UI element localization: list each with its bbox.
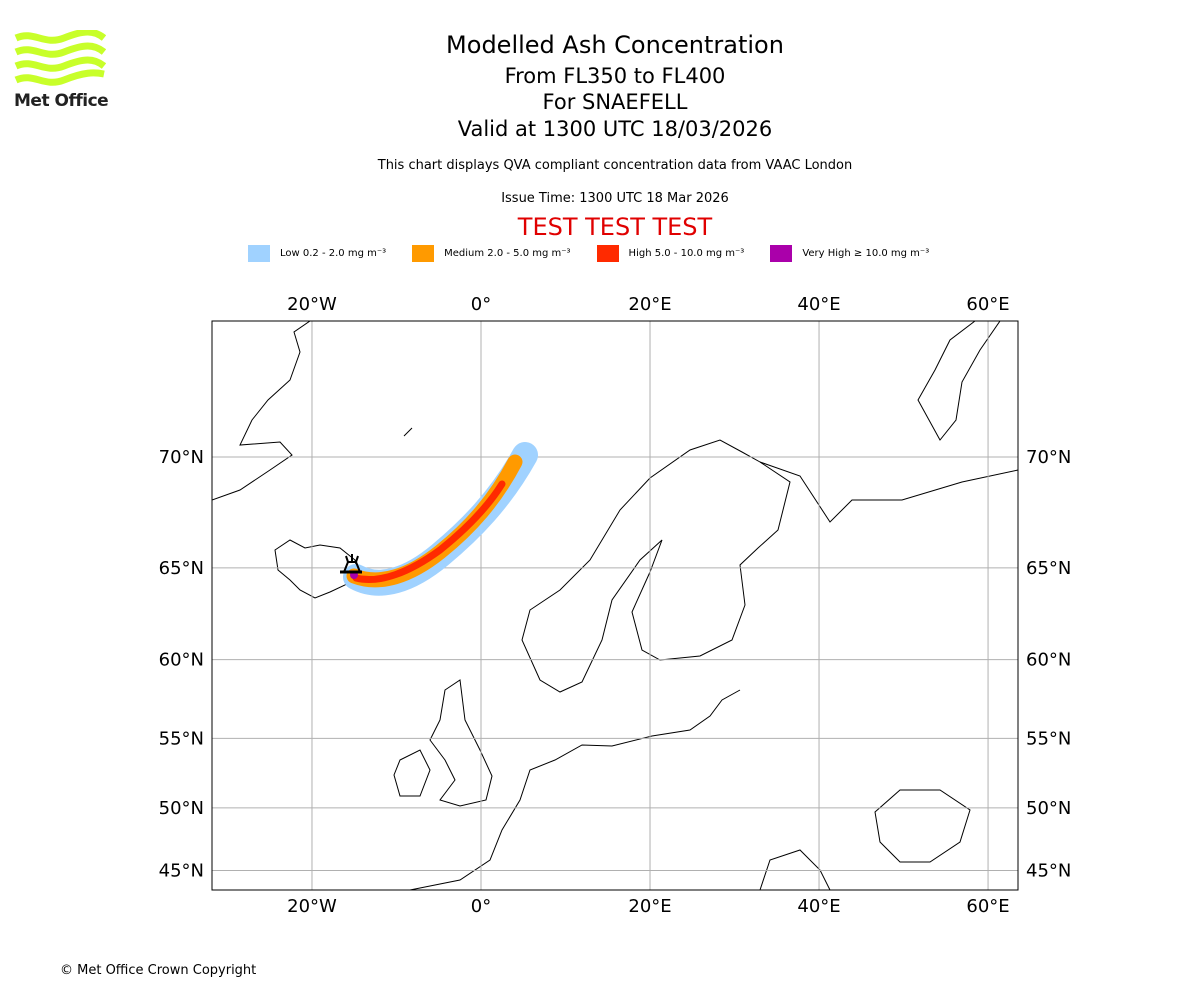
valid-time: Valid at 1300 UTC 18/03/2026 [457, 117, 773, 141]
axis-labels: 20°W 20°W 0° 0° 20°E 20°E 40°E 40°E 60°E 60°E 70°N… [159, 294, 1072, 917]
met-office-waves-icon [14, 28, 107, 86]
flight-level-range: From FL350 to FL400 [504, 64, 726, 88]
legend-swatch [412, 245, 435, 262]
lon-label-top: 40°E [797, 294, 840, 315]
lat-label-right: 55°N [1026, 728, 1071, 749]
ash-plume [343, 442, 538, 596]
lat-label-right: 65°N [1026, 558, 1071, 579]
legend-label: Low 0.2 - 2.0 mg m⁻³ [280, 248, 387, 259]
lat-label-left: 70°N [159, 447, 204, 468]
lon-label-bottom: 0° [471, 896, 491, 917]
russia-arctic-coast [759, 461, 1018, 523]
lat-label-right: 70°N [1026, 447, 1071, 468]
gridlines [212, 321, 1018, 890]
caspian-coast [874, 789, 971, 863]
legend-swatch [770, 245, 793, 262]
lat-label-left: 65°N [159, 558, 204, 579]
lat-label-right: 50°N [1026, 798, 1071, 819]
lon-label-top: 20°E [628, 294, 671, 315]
subtitle: This chart displays QVA compliant concen… [377, 158, 853, 173]
test-banner: TEST TEST TEST [517, 213, 713, 241]
met-office-logo [14, 28, 107, 94]
coastlines [212, 321, 1018, 890]
legend-label: Very High ≥ 10.0 mg m⁻³ [802, 248, 930, 259]
lat-label-left: 50°N [159, 798, 204, 819]
chart-title: Modelled Ash Concentration [446, 31, 784, 59]
ireland-coast [393, 749, 431, 797]
black-sea-coast [759, 849, 831, 890]
lat-label-right: 60°N [1026, 650, 1071, 671]
map-frame [211, 320, 1019, 891]
lon-label-top: 20°W [287, 294, 337, 315]
plume-high [352, 480, 506, 584]
europe-coast [409, 689, 741, 890]
copyright-footer: © Met Office Crown Copyright [60, 963, 257, 978]
volcano-name: For SNAEFELL [542, 90, 688, 114]
lat-label-left: 60°N [159, 650, 204, 671]
legend-label: High 5.0 - 10.0 mg m⁻³ [628, 248, 745, 259]
lat-label-left: 55°N [159, 728, 204, 749]
britain-coast [429, 679, 493, 807]
lon-label-top: 60°E [966, 294, 1009, 315]
legend-item-very-high: Very High ≥ 10.0 mg m⁻³ [770, 245, 929, 262]
legend-item-high: High 5.0 - 10.0 mg m⁻³ [596, 245, 745, 262]
lon-label-bottom: 20°W [287, 896, 337, 917]
legend-item-low: Low 0.2 - 2.0 mg m⁻³ [248, 245, 386, 262]
lon-label-top: 0° [471, 294, 491, 315]
map-area [212, 321, 1018, 890]
legend-label: Medium 2.0 - 5.0 mg m⁻³ [444, 248, 571, 259]
lat-label-right: 45°N [1026, 861, 1071, 882]
legend-swatch [596, 245, 619, 262]
greenland-coast [212, 321, 311, 501]
lon-label-bottom: 20°E [628, 896, 671, 917]
jan-mayen [403, 427, 413, 437]
volcano-icon [340, 554, 362, 574]
legend-item-medium: Medium 2.0 - 5.0 mg m⁻³ [412, 245, 571, 262]
logo-text: Met Office [14, 91, 109, 111]
issue-time: Issue Time: 1300 UTC 18 Mar 2026 [501, 191, 729, 206]
lat-label-left: 45°N [159, 861, 204, 882]
lon-label-bottom: 60°E [966, 896, 1009, 917]
scandinavia-coast [521, 439, 791, 693]
novaya-zemlya [917, 321, 1001, 441]
legend-swatch [248, 245, 270, 262]
legend: Low 0.2 - 2.0 mg m⁻³ Medium 2.0 - 5.0 mg… [248, 245, 955, 262]
lon-label-bottom: 40°E [797, 896, 840, 917]
